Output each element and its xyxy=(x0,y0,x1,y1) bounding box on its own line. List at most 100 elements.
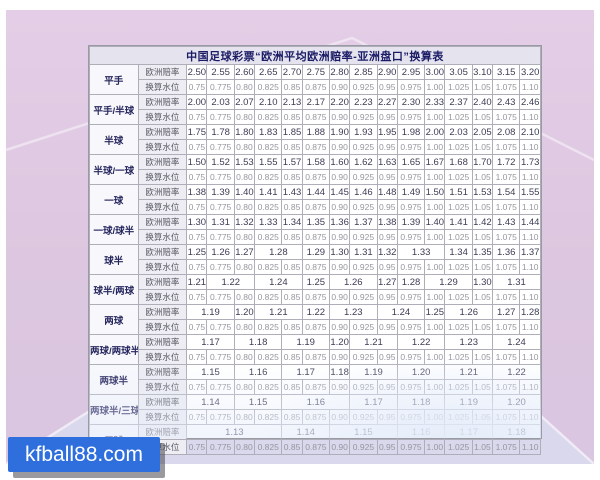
water-value: 0.85 xyxy=(281,199,303,215)
water-value: 0.975 xyxy=(396,439,426,455)
odds-value: 1.40 xyxy=(424,214,446,230)
water-value: 0.85 xyxy=(281,409,303,425)
odds-value: 1.18 xyxy=(396,394,446,410)
water-value: 1.075 xyxy=(492,139,521,155)
odds-value: 1.32 xyxy=(376,244,398,260)
water-value: 1.05 xyxy=(471,229,494,245)
water-value: 1.00 xyxy=(424,109,446,125)
water-value: 1.075 xyxy=(492,349,521,365)
odds-value: 2.60 xyxy=(233,64,256,80)
water-value: 0.975 xyxy=(396,259,426,275)
water-value: 0.925 xyxy=(349,259,378,275)
water-value: 0.85 xyxy=(281,109,303,125)
water-value: 1.00 xyxy=(424,379,446,395)
water-value: 1.10 xyxy=(519,319,541,335)
row-label-odds: 欧洲赔率 xyxy=(137,124,188,140)
water-value: 0.90 xyxy=(328,289,351,305)
water-value: 0.925 xyxy=(349,439,378,455)
water-value: 1.025 xyxy=(444,139,473,155)
table-row-water: 换算水位 0.75 0.775 0.80 0.825 0.85 0.875 0.90 0.925… xyxy=(90,379,541,395)
odds-value: 1.32 xyxy=(233,214,256,230)
water-value: 1.05 xyxy=(471,349,494,365)
water-value: 0.80 xyxy=(233,259,256,275)
odds-value: 2.03 xyxy=(206,94,235,110)
water-value: 1.10 xyxy=(519,259,541,275)
water-value: 0.825 xyxy=(254,109,283,125)
odds-value: 1.28 xyxy=(254,244,303,260)
water-value: 0.825 xyxy=(254,169,283,185)
odds-value: 3.20 xyxy=(519,64,541,80)
water-value: 0.875 xyxy=(301,439,331,455)
odds-value: 1.17 xyxy=(281,364,330,380)
water-value: 0.90 xyxy=(328,379,351,395)
water-value: 0.90 xyxy=(328,409,351,425)
table-row-water: 换算水位 0.75 0.775 0.80 0.825 0.85 0.875 0.90 0.925… xyxy=(90,439,541,455)
odds-value: 1.20 xyxy=(233,304,256,320)
table-row-water: 换算水位 0.75 0.775 0.80 0.825 0.85 0.875 0.90 0.925… xyxy=(90,349,541,365)
odds-value: 1.34 xyxy=(444,244,473,260)
water-value: 0.95 xyxy=(376,169,398,185)
odds-value: 1.38 xyxy=(376,214,398,230)
odds-value: 1.39 xyxy=(206,184,235,200)
water-value: 0.80 xyxy=(233,169,256,185)
odds-value: 1.16 xyxy=(233,364,283,380)
odds-value: 2.55 xyxy=(206,64,235,80)
odds-value: 2.75 xyxy=(301,64,331,80)
table-row-water: 换算水位 0.75 0.775 0.80 0.825 0.85 0.875 0.90 0.925… xyxy=(90,289,541,305)
water-value: 0.825 xyxy=(254,439,283,455)
table-row-water: 换算水位 0.75 0.775 0.80 0.825 0.85 0.875 0.90 0.925… xyxy=(90,409,541,425)
odds-value: 1.15 xyxy=(329,424,398,440)
table-row-odds: 两球半/三球 欧洲赔率 1.14 1.15 1.16 1.17 1.18 1.19 1.20 xyxy=(89,394,541,425)
water-value: 0.775 xyxy=(206,169,235,185)
water-value: 0.775 xyxy=(206,319,235,335)
water-value: 1.00 xyxy=(424,259,446,275)
water-value: 0.90 xyxy=(328,79,351,95)
water-value: 0.90 xyxy=(328,319,351,335)
water-value: 1.10 xyxy=(519,439,541,455)
row-label-odds: 欧洲赔率 xyxy=(137,334,188,350)
handicap-label: 两球 xyxy=(89,304,139,335)
row-label-water: 换算水位 xyxy=(137,409,188,425)
odds-value: 1.22 xyxy=(206,274,256,290)
water-value: 1.05 xyxy=(471,109,494,125)
odds-value: 1.20 xyxy=(328,334,351,350)
odds-value: 1.20 xyxy=(396,364,446,380)
odds-value: 2.03 xyxy=(444,124,473,140)
table-row-odds: 球半 欧洲赔率 1.25 1.26 1.27 1.28 1.29 1.30 1.31 1.32 1.… xyxy=(89,244,541,275)
odds-value: 3.00 xyxy=(424,64,446,80)
water-value: 0.975 xyxy=(396,379,426,395)
water-value: 0.975 xyxy=(396,409,426,425)
odds-value: 1.78 xyxy=(206,124,235,140)
row-label-odds: 欧洲赔率 xyxy=(137,154,188,170)
water-value: 0.75 xyxy=(186,139,208,155)
water-value: 0.925 xyxy=(349,409,378,425)
row-label-odds: 欧洲赔率 xyxy=(137,394,188,410)
handicap-label: 两球/两球半 xyxy=(89,334,139,365)
water-value: 0.75 xyxy=(186,259,208,275)
water-value: 1.00 xyxy=(424,289,446,305)
water-value: 0.975 xyxy=(396,199,426,215)
table-row-odds: 平手/半球 欧洲赔率 2.00 2.03 2.07 2.10 2.13 2.17 2.20 2.2… xyxy=(89,94,541,125)
water-value: 0.95 xyxy=(376,139,398,155)
odds-value: 2.20 xyxy=(328,94,351,110)
water-value: 0.875 xyxy=(301,109,331,125)
water-value: 0.875 xyxy=(301,409,331,425)
odds-value: 1.21 xyxy=(349,334,398,350)
odds-value: 1.72 xyxy=(492,154,521,170)
table-title-row: 中国足球彩票“欧洲平均欧洲赔率-亚洲盘口”换算表 xyxy=(89,46,541,65)
odds-value: 1.22 xyxy=(492,364,541,380)
odds-value: 1.88 xyxy=(301,124,331,140)
odds-value: 1.51 xyxy=(444,184,473,200)
water-value: 0.825 xyxy=(254,259,283,275)
row-label-odds: 欧洲赔率 xyxy=(137,94,188,110)
odds-value: 1.17 xyxy=(444,424,494,440)
water-value: 1.075 xyxy=(492,289,521,305)
water-value: 1.10 xyxy=(519,409,541,425)
odds-value: 1.30 xyxy=(328,244,351,260)
water-value: 1.075 xyxy=(492,319,521,335)
water-value: 0.80 xyxy=(233,289,256,305)
odds-value: 1.15 xyxy=(186,364,235,380)
row-label-water: 换算水位 xyxy=(137,109,188,125)
water-value: 0.95 xyxy=(376,409,398,425)
water-value: 0.95 xyxy=(376,229,398,245)
